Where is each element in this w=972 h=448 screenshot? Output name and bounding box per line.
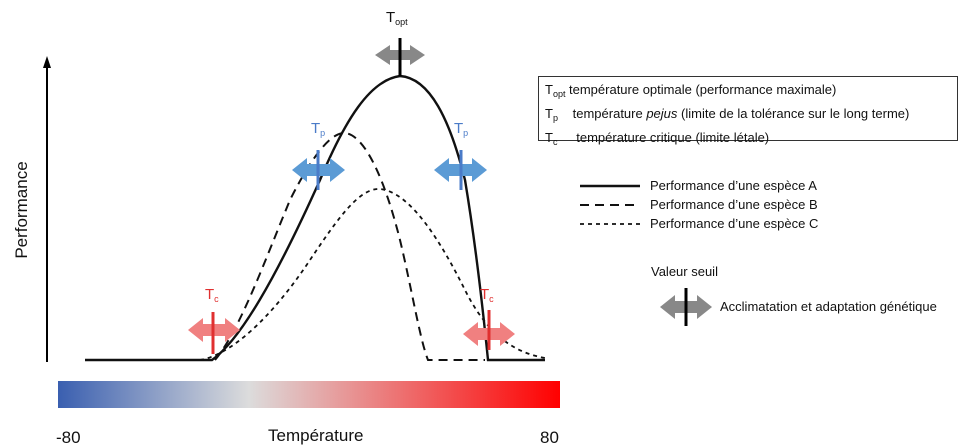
definitions-box: Topt température optimale (performance m…: [538, 76, 958, 147]
legend-threshold: Valeur seuil: [651, 264, 718, 279]
t-c-left-label: Tc: [205, 286, 219, 304]
t-c-right-label: Tc: [480, 286, 494, 304]
curve-species-a: [85, 74, 545, 362]
legend-acclimation: Acclimatation et adaptation génétique: [720, 299, 937, 314]
x-axis-max-label: 80: [540, 428, 559, 447]
y-axis-arrowhead: [43, 56, 51, 68]
t-c-left-arrow: [188, 312, 240, 354]
t-p-left-label: Tp: [311, 120, 326, 138]
t-p-right-label: Tp: [454, 120, 469, 138]
t-c-right-arrow: [463, 310, 515, 350]
t-p-left-arrow: [292, 150, 345, 190]
legend-species-c: Performance d’une espèce C: [650, 216, 819, 231]
t-opt-arrow: [375, 38, 425, 76]
t-p-right-arrow: [434, 150, 487, 190]
definition-t-p: Tp température pejus (limite de la tolér…: [545, 106, 910, 123]
curve-species-c: [199, 188, 546, 361]
temperature-gradient-bar: [58, 381, 560, 408]
x-axis-label: Température: [268, 426, 364, 445]
legend-species-a: Performance d’une espèce A: [650, 178, 817, 193]
definition-t-c: Tc température critique (limite létale): [545, 130, 770, 147]
definition-t-opt: Topt température optimale (performance m…: [545, 82, 837, 99]
legend-species-b: Performance d’une espèce B: [650, 197, 818, 212]
y-axis-label: Performance: [12, 161, 31, 259]
legend-threshold-arrow: [660, 288, 712, 326]
t-opt-label: Topt: [386, 9, 408, 27]
x-axis-min-label: -80: [56, 428, 81, 447]
